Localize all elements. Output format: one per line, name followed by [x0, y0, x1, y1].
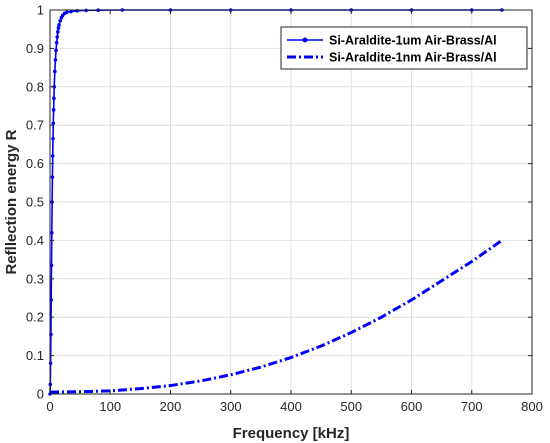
data-point-1um: [57, 23, 61, 27]
y-axis-title: Refllection energy R: [3, 129, 20, 274]
data-point-1um: [50, 154, 55, 158]
x-tick-label: 0: [46, 399, 53, 414]
y-tick-label: 0.3: [26, 271, 44, 286]
legend-marker-1um: [302, 37, 308, 43]
data-point-1um: [52, 85, 57, 89]
y-tick-label: 0.2: [26, 310, 44, 325]
y-axis-ticks: 0 0.1 0.2 0.3 0.4 0.5 0.6 0.7 0.8 0.9 1: [26, 3, 532, 402]
y-tick-label: 0.9: [26, 41, 44, 56]
data-point-1um: [58, 18, 63, 23]
data-point-1um: [56, 30, 60, 34]
data-point-1um: [51, 136, 55, 141]
y-tick-label: 0.4: [26, 233, 44, 248]
x-axis-ticks: 0 100 200 300 400 500 600 700 800: [46, 10, 543, 414]
legend-box: [280, 26, 528, 70]
data-point-1um: [65, 10, 69, 15]
x-tick-label: 100: [99, 399, 121, 414]
data-point-1um: [54, 48, 58, 53]
data-point-1um: [49, 263, 54, 268]
data-point-1um: [54, 40, 59, 45]
x-tick-label: 300: [220, 399, 242, 414]
x-tick-label: 600: [401, 399, 423, 414]
y-tick-label: 0.8: [26, 79, 44, 94]
data-point-1um: [51, 108, 56, 112]
x-tick-label: 700: [461, 399, 483, 414]
x-axis-title: Frequency [kHz]: [233, 425, 350, 442]
data-point-1um: [69, 9, 73, 14]
series-line-1nm: [49, 239, 503, 394]
data-point-1um: [55, 35, 60, 39]
data-point-1um: [51, 121, 56, 126]
y-tick-label: 0.5: [26, 195, 44, 210]
data-point-1um: [53, 58, 58, 62]
y-tick-label: 0.7: [26, 118, 44, 133]
data-point-1um: [53, 69, 57, 74]
data-point-1um: [50, 230, 54, 235]
data-point-1um: [48, 361, 53, 366]
x-tick-label: 400: [280, 399, 302, 414]
legend-label-1um: Si-Araldite-1um Air-Brass/Al: [329, 34, 497, 48]
y-tick-label: 0: [37, 387, 44, 402]
x-tick-label: 500: [340, 399, 362, 414]
data-point-1um: [52, 96, 56, 101]
x-tick-label: 800: [521, 399, 543, 414]
y-tick-label: 0.6: [26, 156, 44, 171]
x-tick-label: 200: [160, 399, 182, 414]
y-tick-label: 0.1: [26, 348, 44, 363]
legend: Si-Araldite-1um Air-Brass/Al Si-Araldite…: [280, 26, 528, 70]
data-point-1um: [56, 26, 61, 30]
data-point-1um: [50, 175, 55, 179]
y-tick-label: 1: [37, 3, 44, 18]
legend-label-1nm: Si-Araldite-1nm Air-Brass/Al: [329, 51, 497, 65]
